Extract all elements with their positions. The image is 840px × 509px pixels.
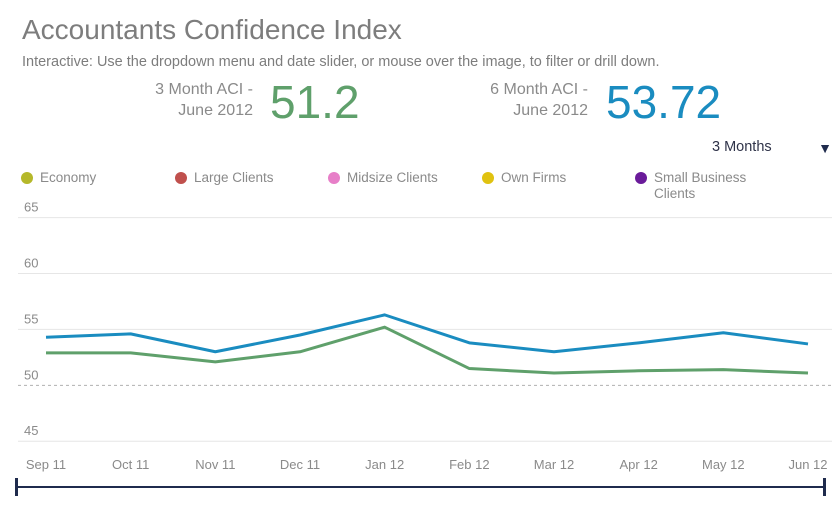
y-tick-label: 65 bbox=[24, 200, 38, 215]
series-line-0[interactable] bbox=[45, 313, 809, 354]
x-tick-label: Feb 12 bbox=[449, 457, 489, 472]
y-tick-label: 50 bbox=[24, 367, 38, 382]
data-point[interactable] bbox=[551, 370, 557, 376]
series-line-1[interactable] bbox=[46, 325, 809, 375]
legend-label-line2: Clients bbox=[654, 186, 696, 201]
x-tick-label: Oct 11 bbox=[112, 457, 149, 472]
kpi-3-month-label-line1: 3 Month ACI - bbox=[155, 81, 253, 98]
data-point[interactable] bbox=[212, 349, 218, 355]
data-point[interactable] bbox=[212, 359, 218, 365]
date-slider-start-handle[interactable] bbox=[15, 478, 18, 496]
kpi-6-month-label-line2: June 2012 bbox=[513, 102, 588, 119]
data-point[interactable] bbox=[43, 350, 49, 356]
kpi-6-month-label-line1: 6 Month ACI - bbox=[490, 81, 588, 98]
legend-dot-icon bbox=[635, 172, 647, 184]
page-subtitle: Interactive: Use the dropdown menu and d… bbox=[22, 54, 660, 70]
data-point[interactable] bbox=[43, 334, 49, 340]
data-point[interactable] bbox=[297, 349, 303, 355]
date-slider-track[interactable] bbox=[16, 486, 825, 488]
x-tick-label: Mar 12 bbox=[534, 457, 574, 472]
legend-dot-icon bbox=[21, 172, 33, 184]
x-tick-label: Dec 11 bbox=[280, 457, 320, 472]
legend-label-line1: Small Business bbox=[654, 170, 747, 185]
data-point[interactable] bbox=[636, 368, 642, 374]
data-point[interactable] bbox=[128, 331, 134, 337]
y-tick-label: 45 bbox=[24, 423, 38, 438]
kpi-3-month-label: 3 Month ACI - June 2012 bbox=[96, 79, 253, 121]
data-point[interactable] bbox=[297, 332, 303, 338]
data-point[interactable] bbox=[551, 349, 557, 355]
kpi-3-month-value: 51.2 bbox=[270, 76, 360, 128]
legend-dot-icon bbox=[175, 172, 187, 184]
x-tick-label: Jan 12 bbox=[365, 457, 404, 472]
data-point[interactable] bbox=[805, 341, 811, 347]
legend-label: Large Clients bbox=[194, 170, 274, 185]
date-slider-end-handle[interactable] bbox=[823, 478, 826, 496]
data-point[interactable] bbox=[636, 340, 642, 346]
y-tick-label: 60 bbox=[24, 256, 38, 271]
data-point[interactable] bbox=[382, 312, 388, 318]
legend-label: Midsize Clients bbox=[347, 170, 438, 185]
data-point[interactable] bbox=[382, 324, 388, 330]
kpi-3-month-label-line2: June 2012 bbox=[178, 102, 253, 119]
legend-label: Economy bbox=[40, 170, 97, 185]
kpi-6-month-label: 6 Month ACI - June 2012 bbox=[430, 79, 588, 121]
legend-dot-icon bbox=[482, 172, 494, 184]
x-tick-label: Apr 12 bbox=[620, 457, 658, 472]
kpi-6-month-value: 53.72 bbox=[606, 76, 722, 128]
data-point[interactable] bbox=[466, 366, 472, 372]
triangle-down-icon[interactable]: ▼ bbox=[818, 140, 832, 156]
page-title: Accountants Confidence Index bbox=[22, 14, 402, 45]
x-tick-label: Sep 11 bbox=[26, 457, 66, 472]
legend-label: Own Firms bbox=[501, 170, 567, 185]
data-point[interactable] bbox=[720, 367, 726, 373]
period-dropdown-value: 3 Months bbox=[712, 139, 772, 155]
data-point[interactable] bbox=[128, 350, 134, 356]
legend-label: Small Business Clients bbox=[654, 170, 746, 202]
period-dropdown[interactable]: 3 Months ▼ bbox=[712, 139, 834, 159]
x-tick-label: Nov 11 bbox=[195, 457, 235, 472]
data-point[interactable] bbox=[466, 340, 472, 346]
legend-dot-icon bbox=[328, 172, 340, 184]
data-point[interactable] bbox=[720, 330, 726, 336]
x-tick-label: May 12 bbox=[702, 457, 745, 472]
data-point[interactable] bbox=[805, 370, 811, 376]
x-tick-label: Jun 12 bbox=[788, 457, 827, 472]
y-tick-label: 55 bbox=[24, 311, 38, 326]
